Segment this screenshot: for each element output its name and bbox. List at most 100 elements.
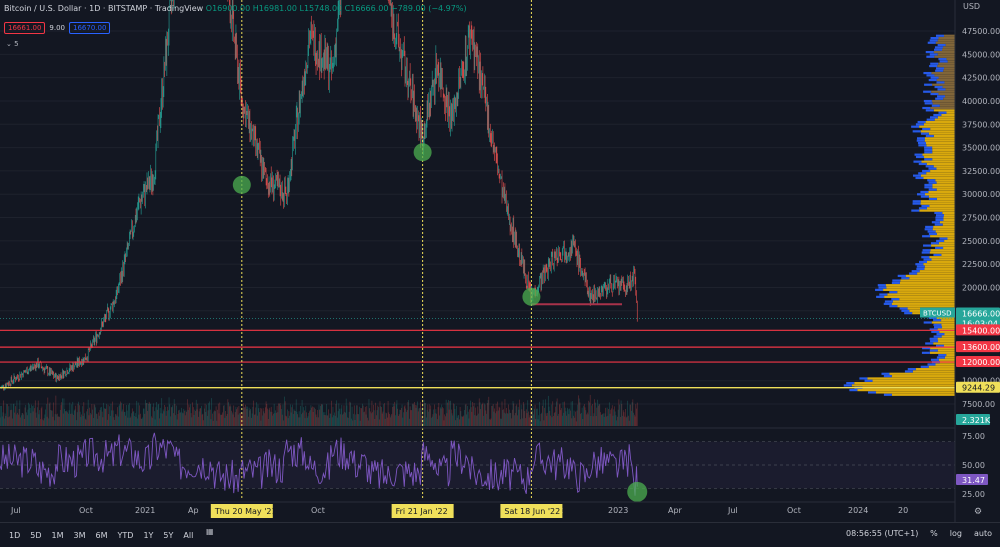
volume-profile-row [924,228,933,231]
date-marker-bg [391,504,454,518]
volume-profile-row [854,382,955,385]
volume-profile-row [942,85,955,89]
sell-button[interactable]: 16661.00 [4,22,46,34]
volume-profile-row [936,167,955,170]
timeframe-5d[interactable]: 5D [30,530,42,540]
volume-profile-row [943,216,955,219]
calendar-icon[interactable]: ▦ [206,527,214,536]
volume-profile-row [920,132,929,135]
volume-profile-row [923,321,932,324]
volume-profile-row [875,288,884,291]
timeframe-3m[interactable]: 3M [73,530,86,540]
volume-profile-row [923,176,955,180]
volume-profile-row [928,181,937,184]
volume-profile-row [884,295,955,298]
timeframe-5y[interactable]: 5Y [163,530,174,540]
volume-profile-row [927,41,936,44]
auto-toggle[interactable]: auto [973,529,992,538]
timeframe-all[interactable]: All [183,530,194,540]
volume-profile-row [922,153,955,156]
volume-profile-row [889,372,955,375]
volume-profile-row [925,120,955,124]
volume-profile-row [929,351,955,354]
volume-profile-row [938,62,955,65]
volume-profile-row [935,344,944,347]
volume-profile-row [933,323,942,326]
log-toggle[interactable]: log [949,529,962,538]
rsi-tick: 75.00 [962,432,985,441]
volume-profile-row [901,277,910,280]
volume-profile-row [938,358,955,361]
timeframe-ytd[interactable]: YTD [117,530,134,540]
time-tick: 2024 [848,506,868,515]
volume-profile-row [928,232,937,236]
volume-profile-row [943,97,955,100]
volume-profile-row [920,365,929,368]
volume-profile-row [883,302,892,305]
price-tick: 27500.00 [962,214,1000,223]
time-tick: Ap [188,506,199,515]
volume-profile-row [867,377,955,380]
volume-profile-row [931,244,955,247]
volume-profile-row [897,291,955,294]
volume-profile-row [918,144,927,147]
volume-profile-row [920,202,955,205]
volume-profile-row [928,195,955,198]
volume-profile-row [935,214,944,217]
volume-profile-row [891,393,955,396]
price-tick: 37500.00 [962,120,1000,129]
volume-profile-row [891,281,900,284]
timeframe-1m[interactable]: 1M [51,530,64,540]
price-tick: 45000.00 [962,50,1000,59]
utc-clock[interactable]: 08:56:55 (UTC+1) [846,529,919,538]
indicators-toggle[interactable]: ⌄ 5 [6,40,19,48]
volume-profile-row [932,183,955,187]
buy-button[interactable]: 16670.00 [69,22,111,34]
volume-profile-row [930,242,939,245]
volume-profile-row [931,258,955,261]
timeframe-1d[interactable]: 1D [9,530,21,540]
volume-profile-row [938,111,947,114]
rsi-tag-bg [956,474,988,485]
volume-profile-row [925,342,934,345]
volume-profile-row [942,211,955,215]
symbol-title[interactable]: Bitcoin / U.S. Dollar · 1D · BITSTAMP · … [4,4,204,13]
volume-profile-row [912,370,955,373]
volume-profile-row [918,172,927,175]
volume-profile-row [928,78,937,82]
volume-profile-row [926,260,955,263]
level-tag-bg [956,381,1000,393]
volume-profile-row [936,197,955,201]
volume-profile-row [928,188,937,191]
volume-profile-row [924,267,955,270]
volume-profile-row [883,288,955,291]
price-tick: 32500.00 [962,167,1000,176]
volume-profile-row [926,207,955,210]
volume-profile-row [884,300,893,303]
volume-profile-row [919,209,955,212]
timeframe-1y[interactable]: 1Y [143,530,154,540]
time-tick: Jul [10,506,21,515]
volume-profile-row [935,41,955,44]
volume-profile-row [926,55,935,58]
spread-value: 9.00 [49,24,65,32]
percent-toggle[interactable]: % [930,529,938,538]
volume-profile-row [913,160,922,163]
volume-profile-row [930,106,955,110]
timeframe-6m[interactable]: 6M [95,530,108,540]
volume-profile-row [931,321,955,324]
date-marker-label: Sat 18 Jun '22 [504,507,560,516]
volume-profile-row [917,193,926,196]
volume-profile-row [947,237,955,240]
volume-profile-row [937,39,955,42]
volume-profile-row [926,118,935,121]
volume-profile-row [843,384,852,387]
volume-profile-row [934,85,943,89]
volume-profile-row [924,186,933,189]
volume-profile-row [925,50,934,54]
volume-profile-row [934,55,955,58]
volume-profile-row [891,302,955,305]
volume-profile-row [937,349,955,352]
highlight-circle [627,481,648,502]
